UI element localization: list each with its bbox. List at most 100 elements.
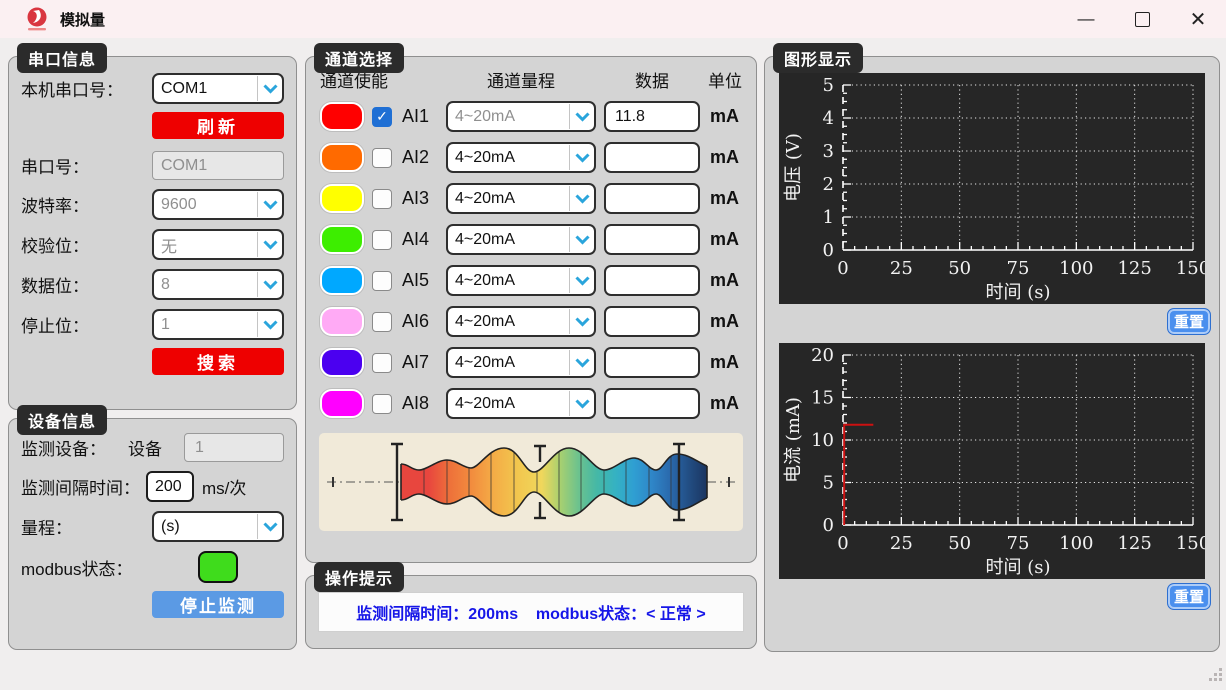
channel-range-select: 4~20mA [446, 101, 596, 132]
minimize-button[interactable]: — [1077, 9, 1095, 28]
baudrate-value: 9600 [161, 195, 197, 213]
device-info-panel: 设备信息 监测设备： 设备 监测间隔时间： ms/次 量程： (s) modbu… [8, 405, 297, 650]
chevron-down-icon [257, 312, 282, 337]
stopbits-value: 1 [161, 315, 170, 333]
titlebar: 模拟量 — ✕ [0, 0, 1226, 38]
channel-panel-title: 通道选择 [314, 43, 405, 73]
svg-text:20: 20 [811, 345, 834, 366]
graph-panel-title: 图形显示 [773, 43, 864, 73]
header-data: 数据 [635, 72, 669, 91]
svg-text:电流 (mA): 电流 (mA) [783, 397, 804, 483]
operation-hint-panel: 操作提示 监测间隔时间：200ms modbus状态：< 正常 > [305, 562, 757, 649]
channel-range-select[interactable]: 4~20mA [446, 347, 596, 378]
chevron-down-icon [569, 104, 594, 129]
local-port-label: 本机串口号： [21, 81, 123, 100]
databits-select: 8 [152, 269, 284, 300]
header-channel-enable: 通道使能 [320, 72, 388, 91]
serial-info-panel: 串口信息 本机串口号： COM1 刷新 串口号： 波特率： 9600 校验位： … [8, 43, 297, 410]
channel-value-input [604, 224, 700, 255]
app-logo-icon [24, 6, 50, 32]
channel-row-AI8: AI8 4~20mA mA [306, 387, 756, 420]
resize-grip[interactable] [1209, 668, 1223, 687]
channel-enable-checkbox[interactable] [372, 147, 392, 168]
channel-range-select[interactable]: 4~20mA [446, 388, 596, 419]
svg-text:电压 (V): 电压 (V) [783, 133, 804, 202]
chevron-down-icon [569, 350, 594, 375]
device-number-field [184, 433, 284, 462]
chevron-down-icon [569, 227, 594, 252]
interval-input[interactable] [146, 471, 194, 502]
svg-text:100: 100 [1059, 258, 1093, 279]
channel-row-AI2: AI2 4~20mA mA [306, 141, 756, 174]
channel-enable-checkbox[interactable] [372, 311, 392, 332]
channel-enable-checkbox[interactable] [372, 393, 392, 414]
range-select[interactable]: (s) [152, 511, 284, 542]
port-label: 串口号： [21, 158, 89, 177]
channel-row-AI4: AI4 4~20mA mA [306, 223, 756, 256]
close-button[interactable]: ✕ [1189, 8, 1207, 31]
graph-display-panel: 图形显示 0 25 50 75 100 125 150 0 1 2 3 4 5 时间 (s) 电压 (V) … [764, 43, 1220, 652]
maximize-button[interactable] [1114, 0, 1170, 38]
svg-text:时间 (s): 时间 (s) [985, 282, 1050, 303]
hint-panel-title: 操作提示 [314, 562, 405, 592]
modbus-status-led [198, 551, 238, 583]
channel-range-select[interactable]: 4~20mA [446, 183, 596, 214]
channel-value-input [604, 101, 700, 132]
chevron-down-icon [569, 268, 594, 293]
hint-text: 监测间隔时间：200ms modbus状态：< 正常 > [318, 592, 744, 632]
svg-text:5: 5 [823, 473, 834, 494]
channel-unit: mA [710, 229, 740, 249]
svg-text:0: 0 [837, 533, 848, 554]
channel-value-input [604, 388, 700, 419]
channel-row-AI5: AI5 4~20mA mA [306, 264, 756, 297]
svg-text:4: 4 [823, 108, 834, 129]
refresh-button[interactable]: 刷新 [152, 112, 284, 139]
svg-text:0: 0 [823, 240, 834, 261]
channel-label: AI2 [402, 147, 430, 167]
svg-text:75: 75 [1007, 533, 1030, 554]
search-button[interactable]: 搜索 [152, 348, 284, 375]
svg-text:15: 15 [811, 388, 834, 409]
device-panel-title: 设备信息 [17, 405, 108, 435]
channel-range-select[interactable]: 4~20mA [446, 142, 596, 173]
channel-color-swatch [320, 307, 364, 336]
channel-enable-checkbox[interactable] [372, 229, 392, 250]
svg-text:0: 0 [837, 258, 848, 279]
channel-color-swatch [320, 266, 364, 295]
channel-label: AI4 [402, 229, 430, 249]
svg-text:125: 125 [1117, 533, 1151, 554]
header-channel-range: 通道量程 [487, 72, 555, 91]
channel-color-swatch [320, 225, 364, 254]
spectrum-decoration-image [319, 433, 743, 531]
local-port-select[interactable]: COM1 [152, 73, 284, 104]
chevron-down-icon [257, 192, 282, 217]
channel-range-select[interactable]: 4~20mA [446, 306, 596, 337]
channel-enable-checkbox[interactable] [372, 188, 392, 209]
local-port-value: COM1 [161, 79, 208, 97]
parity-label: 校验位： [21, 237, 89, 256]
chevron-down-icon [569, 391, 594, 416]
databits-value: 8 [161, 275, 170, 293]
channel-enable-checkbox[interactable] [372, 270, 392, 291]
svg-text:2: 2 [823, 174, 834, 195]
chevron-down-icon [257, 514, 282, 539]
svg-text:75: 75 [1007, 258, 1030, 279]
channel-label: AI3 [402, 188, 430, 208]
reset-current-chart-button[interactable]: 重置 [1167, 583, 1211, 610]
channel-range-select[interactable]: 4~20mA [446, 224, 596, 255]
reset-voltage-chart-button[interactable]: 重置 [1167, 308, 1211, 335]
channel-row-AI6: AI6 4~20mA mA [306, 305, 756, 338]
channel-color-swatch [320, 389, 364, 418]
channel-enable-checkbox[interactable] [372, 352, 392, 373]
channel-label: AI8 [402, 393, 430, 413]
svg-text:100: 100 [1059, 533, 1093, 554]
current-chart: 0 25 50 75 100 125 150 0 5 10 15 20 时间 (s) 电流 (mA) [779, 343, 1205, 579]
channel-value-input [604, 265, 700, 296]
channel-unit: mA [710, 352, 740, 372]
channel-range-select[interactable]: 4~20mA [446, 265, 596, 296]
chevron-down-icon [257, 272, 282, 297]
channel-value-input [604, 142, 700, 173]
channel-enable-checkbox[interactable]: ✓ [372, 106, 392, 127]
channel-color-swatch [320, 102, 364, 131]
stop-monitor-button[interactable]: 停止监测 [152, 591, 284, 618]
